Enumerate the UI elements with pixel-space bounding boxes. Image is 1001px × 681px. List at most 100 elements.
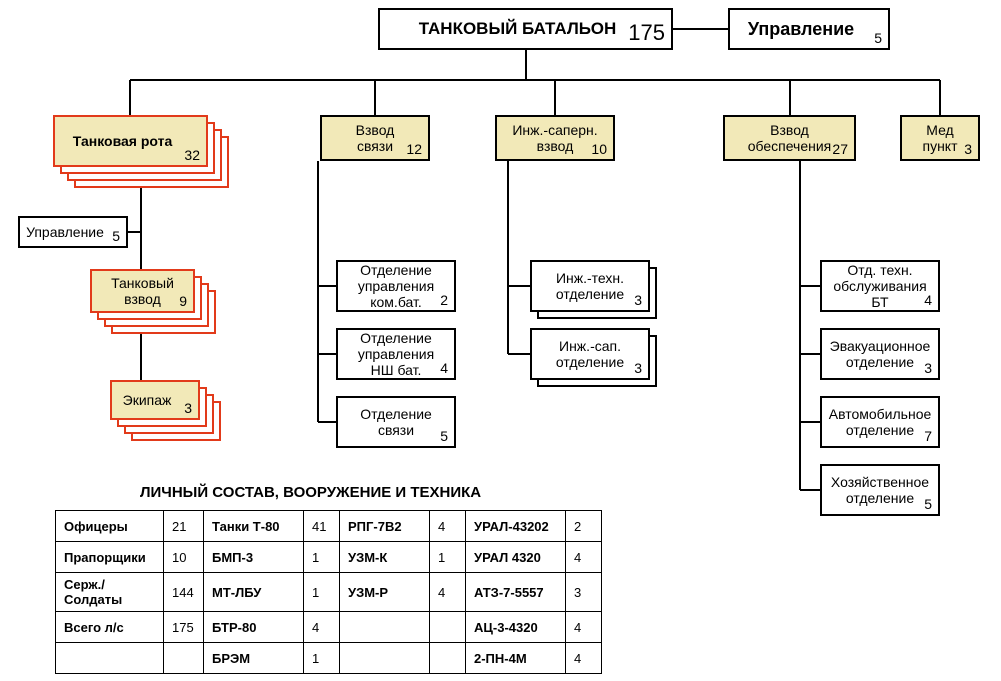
box-count: 5 <box>440 428 448 444</box>
tank-company-hq: Управление 5 <box>18 216 128 248</box>
table-cell: УЗМ-Р <box>340 573 430 612</box>
table-cell: 4 <box>430 511 466 542</box>
box-count: 3 <box>964 141 972 157</box>
table-cell: УРАЛ-43202 <box>466 511 566 542</box>
box-count: 4 <box>440 360 448 376</box>
table-cell: Прапорщики <box>56 542 164 573</box>
table-row: БРЭМ1 2-ПН-4М4 <box>56 643 602 674</box>
box-label: Инж.-техн.отделение <box>556 270 624 302</box>
sub-unit: Отд. техн.обслуживанияБТ4 <box>820 260 940 312</box>
root-battalion: ТАНКОВЫЙ БАТАЛЬОН 175 <box>378 8 673 50</box>
table-title: ЛИЧНЫЙ СОСТАВ, ВООРУЖЕНИЕ И ТЕХНИКА <box>140 484 481 501</box>
sub-unit: Хозяйственноеотделение5 <box>820 464 940 516</box>
table-cell: РПГ-7В2 <box>340 511 430 542</box>
table-row: Всего л/с175БТР-804АЦ-3-43204 <box>56 612 602 643</box>
med-point: Медпункт 3 <box>900 115 980 161</box>
table-cell: АТЗ-7-5557 <box>466 573 566 612</box>
table-cell: 3 <box>566 573 602 612</box>
box-label: Управление <box>26 224 104 240</box>
table-cell <box>340 612 430 643</box>
box-label: ТАНКОВЫЙ БАТАЛЬОН <box>419 19 617 39</box>
table-cell: 4 <box>566 643 602 674</box>
supply-platoon: Взводобеспечения27 <box>723 115 856 161</box>
eng-sapper-platoon: Инж.-саперн.взвод10 <box>495 115 615 161</box>
box-label: Медпункт <box>922 122 957 154</box>
table-cell: УРАЛ 4320 <box>466 542 566 573</box>
table-cell <box>340 643 430 674</box>
table-cell: УЗМ-К <box>340 542 430 573</box>
box-count: 5 <box>874 30 882 46</box>
table-cell: 2-ПН-4М <box>466 643 566 674</box>
box-count: 5 <box>112 228 120 244</box>
sub-unit: Инж.-техн.отделение 3 <box>530 260 650 312</box>
box-count: 27 <box>832 141 848 157</box>
box-label: Инж.-сап.отделение <box>556 338 624 370</box>
box-count: 175 <box>628 20 665 46</box>
table-cell <box>430 612 466 643</box>
table-cell: Танки Т-80 <box>204 511 304 542</box>
sub-unit: Отделениесвязи5 <box>336 396 456 448</box>
table-cell: Офицеры <box>56 511 164 542</box>
box-label: Отделениеуправленияком.бат. <box>358 262 434 310</box>
diagram-stage: ТАНКОВЫЙ БАТАЛЬОН175Управление5Танковая … <box>0 0 1001 681</box>
box-count: 7 <box>924 428 932 444</box>
box-count: 3 <box>924 360 932 376</box>
table-cell: 4 <box>566 612 602 643</box>
box-label: Автомобильноеотделение <box>829 406 932 438</box>
sub-unit: Эвакуационноеотделение3 <box>820 328 940 380</box>
table-cell: 1 <box>430 542 466 573</box>
box-label: Танковая рота <box>73 133 172 149</box>
box-label: Инж.-саперн.взвод <box>512 122 597 154</box>
box-count: 5 <box>924 496 932 512</box>
table-cell: 10 <box>164 542 204 573</box>
table-cell: Серж./Солдаты <box>56 573 164 612</box>
table-cell: 175 <box>164 612 204 643</box>
tank-platoon: Танковыйвзвод 9 <box>90 269 195 313</box>
box-label: Отд. техн.обслуживанияБТ <box>833 262 926 310</box>
table-cell <box>164 643 204 674</box>
table-cell: БМП-3 <box>204 542 304 573</box>
box-count: 32 <box>184 147 200 163</box>
box-label: Экипаж <box>123 392 172 408</box>
table-cell: 144 <box>164 573 204 612</box>
table-cell: АЦ-3-4320 <box>466 612 566 643</box>
table-cell: 41 <box>304 511 340 542</box>
box-label: Хозяйственноеотделение <box>831 474 929 506</box>
box-count: 3 <box>634 360 642 376</box>
table-row: Серж./Солдаты144МТ-ЛБУ1УЗМ-Р4АТЗ-7-55573 <box>56 573 602 612</box>
table-cell <box>430 643 466 674</box>
table-cell: БРЭМ <box>204 643 304 674</box>
box-count: 4 <box>924 292 932 308</box>
equipment-table: Офицеры21Танки Т-8041РПГ-7В24УРАЛ-432022… <box>55 510 602 674</box>
table-cell: МТ-ЛБУ <box>204 573 304 612</box>
table-cell: 1 <box>304 643 340 674</box>
box-label: Управление <box>748 19 854 40</box>
table-row: Прапорщики10БМП-31УЗМ-К1УРАЛ 43204 <box>56 542 602 573</box>
table-cell: Всего л/с <box>56 612 164 643</box>
box-count: 2 <box>440 292 448 308</box>
comms-platoon: Взводсвязи 12 <box>320 115 430 161</box>
box-count: 3 <box>184 400 192 416</box>
table-cell: БТР-80 <box>204 612 304 643</box>
table-cell: 1 <box>304 573 340 612</box>
box-label: ОтделениеуправленияНШ бат. <box>358 330 434 378</box>
box-label: Эвакуационноеотделение <box>830 338 931 370</box>
sub-unit: Автомобильноеотделение7 <box>820 396 940 448</box>
box-count: 9 <box>179 293 187 309</box>
sub-unit: Инж.-сап.отделение 3 <box>530 328 650 380</box>
box-count: 10 <box>591 141 607 157</box>
table-cell: 4 <box>304 612 340 643</box>
tank-company: Танковая рота 32 <box>53 115 208 167</box>
tank-crew: Экипаж 3 <box>110 380 200 420</box>
box-label: Взводсвязи <box>356 122 395 154</box>
table-cell <box>56 643 164 674</box>
sub-unit: Отделениеуправленияком.бат. 2 <box>336 260 456 312</box>
table-cell: 21 <box>164 511 204 542</box>
hq-box: Управление 5 <box>728 8 890 50</box>
sub-unit: ОтделениеуправленияНШ бат. 4 <box>336 328 456 380</box>
box-label: Танковыйвзвод <box>111 275 174 307</box>
box-count: 12 <box>406 141 422 157</box>
table-cell: 2 <box>566 511 602 542</box>
box-count: 3 <box>634 292 642 308</box>
box-label: Взводобеспечения <box>748 122 832 154</box>
